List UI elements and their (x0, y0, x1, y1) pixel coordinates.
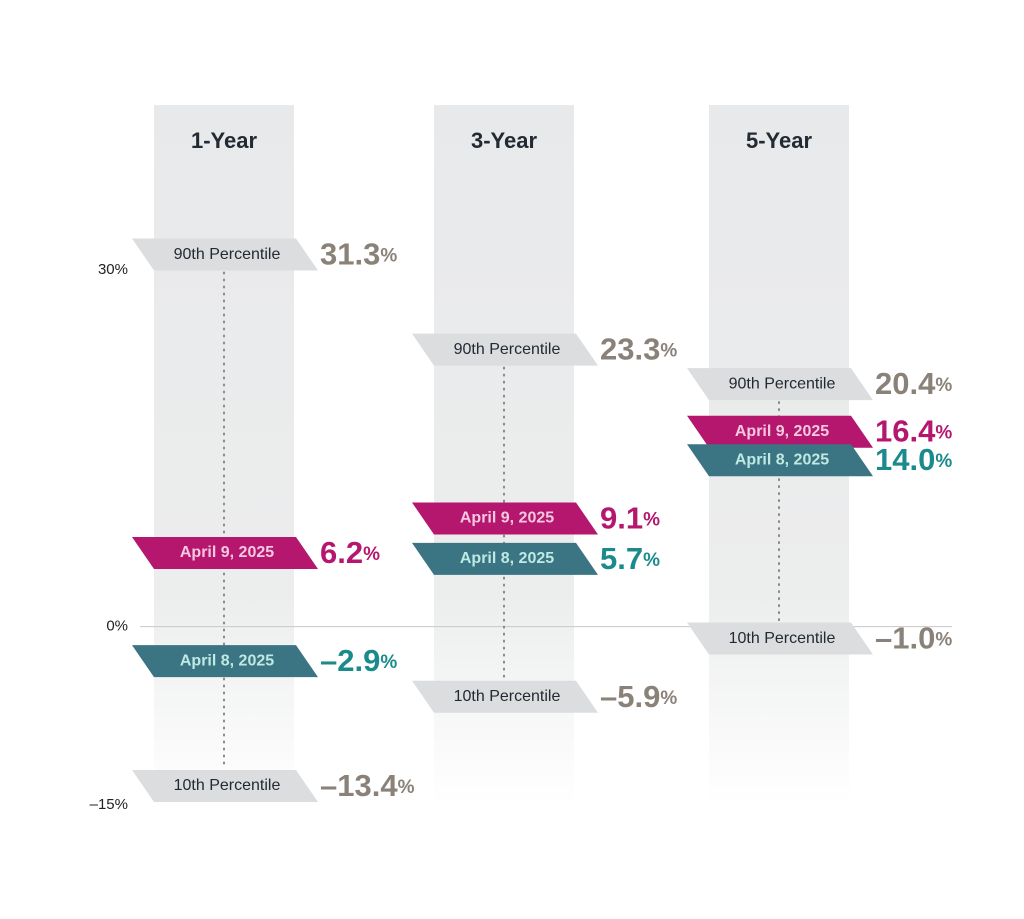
marker-tag (687, 622, 873, 655)
column-header: 1-Year (191, 128, 257, 153)
marker-label: April 8, 2025 (460, 550, 554, 567)
marker-label: 90th Percentile (729, 375, 836, 392)
value-label: 23.3% (600, 332, 677, 367)
marker-tag (687, 368, 873, 401)
value-label: –5.9% (600, 679, 677, 714)
marker-tag (132, 536, 318, 569)
value-label: 20.4% (875, 366, 952, 401)
value-label: 16.4% (875, 414, 952, 449)
marker-label: April 8, 2025 (735, 451, 829, 468)
marker-label: 90th Percentile (454, 341, 561, 358)
value-label: 31.3% (320, 237, 397, 272)
marker-tag (412, 502, 598, 535)
value-label: 14.0% (875, 442, 952, 477)
marker-label: 10th Percentile (174, 777, 281, 794)
y-tick-label: 30% (98, 261, 128, 278)
marker-tag (687, 415, 873, 448)
value-label: 9.1% (600, 501, 660, 536)
value-label: 5.7% (600, 541, 660, 576)
marker-tag (412, 680, 598, 713)
value-label: –13.4% (320, 768, 415, 803)
marker-tag (687, 444, 873, 477)
marker-label: 90th Percentile (174, 246, 281, 263)
marker-tag (132, 645, 318, 678)
marker-label: 10th Percentile (729, 630, 836, 647)
value-label: –2.9% (320, 643, 397, 678)
marker-label: 10th Percentile (454, 688, 561, 705)
value-label: 6.2% (320, 535, 380, 570)
column-header: 3-Year (471, 128, 537, 153)
marker-tag (132, 769, 318, 802)
marker-label: April 9, 2025 (180, 544, 274, 561)
column-header: 5-Year (746, 128, 812, 153)
marker-tag (132, 238, 318, 271)
marker-tag (412, 333, 598, 366)
value-label: –1.0% (875, 621, 952, 656)
marker-label: April 9, 2025 (735, 423, 829, 440)
marker-tag (412, 542, 598, 575)
marker-label: April 8, 2025 (180, 652, 274, 669)
marker-label: April 9, 2025 (460, 510, 554, 527)
y-tick-label: 0% (106, 618, 128, 635)
y-tick-label: –15% (90, 796, 128, 813)
